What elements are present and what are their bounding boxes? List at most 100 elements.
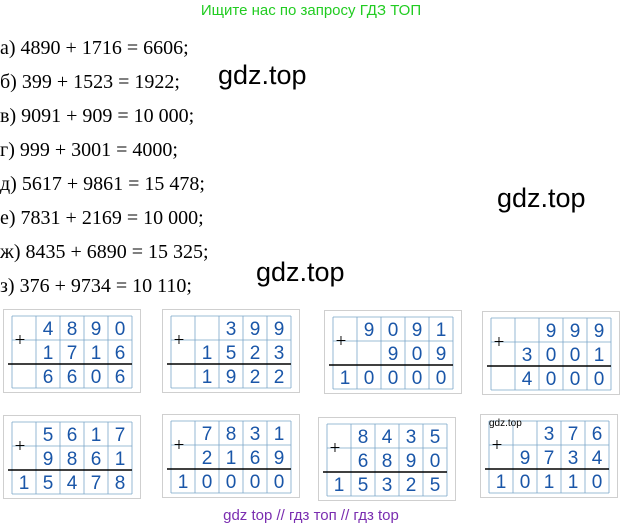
digit: 4	[522, 369, 533, 390]
digit: 1	[544, 472, 555, 493]
digit: 3	[406, 427, 417, 448]
digit: 6	[592, 424, 603, 445]
digit: 0	[91, 367, 102, 388]
digit: 6	[115, 343, 126, 364]
digit: 5	[430, 427, 441, 448]
plus-sign: +	[330, 438, 341, 459]
digit: 2	[250, 343, 261, 364]
digit: 1	[91, 425, 102, 446]
digit: 9	[570, 321, 581, 342]
digit: 0	[388, 320, 399, 341]
equation-expression: 9091 + 909 = 10 000;	[21, 105, 195, 127]
equation-d: г) 999 + 3001 = 4000;	[0, 138, 178, 162]
digit: 2	[202, 448, 213, 469]
equation-label: а)	[0, 37, 16, 59]
digit: 9	[364, 320, 375, 341]
digit: 1	[202, 367, 213, 388]
equation-f: е) 7831 + 2169 = 10 000;	[0, 206, 204, 230]
digit: 9	[520, 448, 531, 469]
digit: 5	[43, 473, 54, 494]
digit: 9	[594, 321, 605, 342]
digit: 6	[91, 449, 102, 470]
plus-sign: +	[492, 435, 503, 456]
digit: 0	[594, 369, 605, 390]
column-addition-block: +3 9 9 1 5 2 3 1 9 2 2	[162, 309, 300, 393]
equation-g: ж) 8435 + 6890 = 15 325;	[0, 240, 209, 264]
digit: 0	[430, 451, 441, 472]
digit: 1	[115, 449, 126, 470]
digit: 9	[91, 319, 102, 340]
search-banner: Ищите нас по запросу ГДЗ ТОП	[200, 2, 422, 19]
digit: 2	[250, 367, 261, 388]
equation-label: ж)	[0, 241, 21, 263]
digit: 3	[522, 345, 533, 366]
column-addition-block: +9 0 9 1 9 0 9 1 0 0 0 0	[324, 310, 462, 394]
digit: 3	[226, 319, 237, 340]
digit: 8	[115, 473, 126, 494]
equation-label: е)	[0, 207, 16, 229]
digit: 8	[358, 427, 369, 448]
digit: 8	[67, 319, 78, 340]
equation-expression: 4890 + 1716 = 6606;	[20, 37, 189, 59]
equation-expression: 5617 + 9861 = 15 478;	[21, 173, 205, 195]
plus-sign: +	[15, 330, 26, 351]
footer-links: gdz top // гдз топ // гдз top	[223, 507, 399, 524]
plus-sign: +	[174, 330, 185, 351]
digit: 1	[43, 343, 54, 364]
digit: 0	[570, 369, 581, 390]
digit: 2	[406, 475, 417, 496]
column-addition-grid: +3 9 91 5 2 31 9 2 2	[167, 315, 292, 389]
digit: 3	[544, 424, 555, 445]
equation-label: з)	[0, 275, 15, 297]
column-addition-block: +7 8 3 1 2 1 6 9 1 0 0 0 0	[162, 414, 300, 498]
digit: 0	[364, 368, 375, 389]
plus-sign: +	[15, 436, 26, 457]
equation-expression: 376 + 9734 = 10 110;	[19, 275, 192, 297]
equation-expression: 399 + 1523 = 1922;	[21, 71, 180, 93]
plus-sign: +	[336, 331, 347, 352]
column-addition-block: +8 4 3 5 6 8 9 0 1 5 3 2 5	[318, 417, 456, 501]
column-addition-block: +9 9 9 3 0 0 1 4 0 0 0	[482, 311, 620, 395]
digit: 1	[568, 472, 579, 493]
digit: 7	[568, 424, 579, 445]
digit: 3	[250, 424, 261, 445]
digit: 8	[226, 424, 237, 445]
digit: 7	[67, 343, 78, 364]
plus-sign: +	[174, 435, 185, 456]
column-addition-grid: +9 9 93 0 0 14 0 0 0	[487, 317, 612, 391]
digit: 9	[250, 319, 261, 340]
digit: 6	[358, 451, 369, 472]
equation-label: г)	[0, 139, 15, 161]
column-addition-grid: +8 4 3 56 8 9 01 5 3 2 5	[323, 423, 448, 497]
digit: 4	[43, 319, 54, 340]
watermark: gdz.top	[256, 257, 345, 287]
digit: 0	[412, 368, 423, 389]
column-addition-block: +3 7 6 9 7 3 4 1 0 1 1 0 gdz.top	[480, 414, 618, 498]
digit: 0	[226, 472, 237, 493]
digit: 1	[178, 472, 189, 493]
digit: 9	[406, 451, 417, 472]
digit: 6	[43, 367, 54, 388]
watermark: gdz.top	[497, 183, 586, 213]
digit: 6	[250, 448, 261, 469]
equation-label: в)	[0, 105, 17, 127]
watermark: gdz.top	[218, 60, 307, 90]
equation-h: з) 376 + 9734 = 10 110;	[0, 274, 192, 298]
digit: 9	[436, 344, 447, 365]
digit: 6	[67, 367, 78, 388]
digit: 1	[274, 424, 285, 445]
digit: 9	[274, 319, 285, 340]
digit: 7	[115, 425, 126, 446]
digit: 3	[568, 448, 579, 469]
digit: 0	[274, 472, 285, 493]
column-addition-block: +4 8 9 0 1 7 1 6 6 6 0 6	[3, 309, 141, 393]
digit: 0	[115, 319, 126, 340]
digit: 0	[436, 368, 447, 389]
digit: 9	[43, 449, 54, 470]
digit: 0	[546, 369, 557, 390]
digit: 0	[546, 345, 557, 366]
column-addition-grid: +5 6 1 79 8 6 11 5 4 7 8	[8, 421, 133, 495]
equation-expression: 7831 + 2169 = 10 000;	[20, 207, 204, 229]
digit: 1	[334, 475, 345, 496]
digit: 7	[91, 473, 102, 494]
